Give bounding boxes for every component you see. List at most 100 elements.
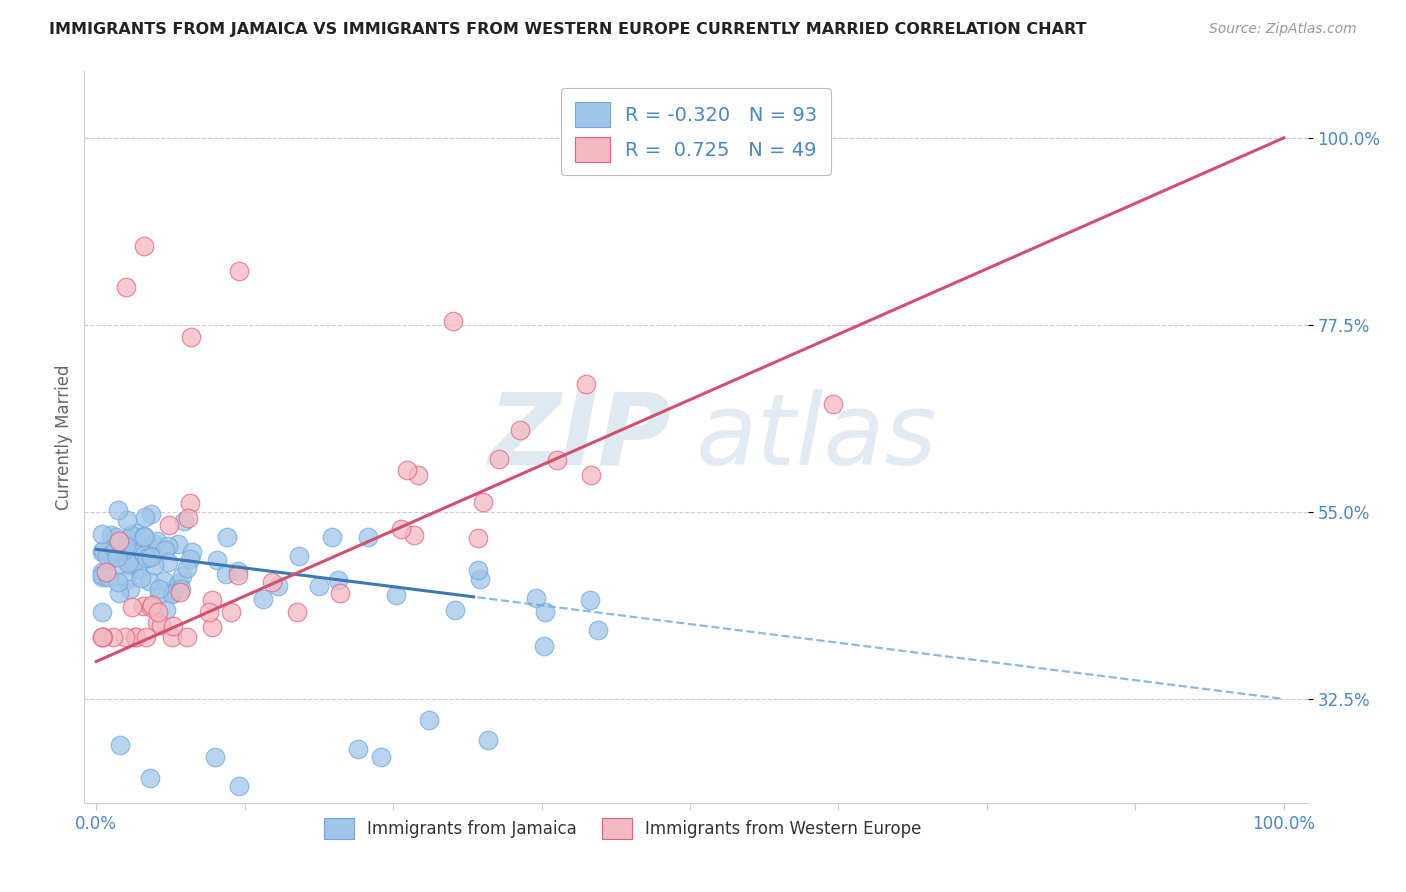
- Point: [120, 528, 142, 542]
- Point: [139, 549, 162, 563]
- Point: [357, 530, 380, 544]
- Point: [267, 579, 290, 593]
- Point: [207, 553, 229, 567]
- Point: [180, 330, 202, 344]
- Point: [169, 585, 191, 599]
- Point: [101, 630, 124, 644]
- Legend: Immigrants from Jamaica, Immigrants from Western Europe: Immigrants from Jamaica, Immigrants from…: [316, 811, 928, 846]
- Point: [326, 573, 349, 587]
- Point: [198, 605, 221, 619]
- Point: [260, 574, 283, 589]
- Point: [162, 582, 184, 596]
- Point: [285, 605, 308, 619]
- Point: [160, 587, 183, 601]
- Point: [586, 624, 609, 638]
- Point: [167, 537, 190, 551]
- Point: [138, 771, 160, 785]
- Point: [114, 540, 136, 554]
- Point: [329, 585, 352, 599]
- Point: [471, 494, 494, 508]
- Point: [176, 630, 198, 644]
- Point: [112, 543, 135, 558]
- Point: [101, 551, 124, 566]
- Point: [125, 526, 148, 541]
- Point: [96, 549, 118, 563]
- Point: [108, 738, 131, 752]
- Text: atlas: atlas: [696, 389, 938, 485]
- Point: [145, 615, 167, 629]
- Point: [155, 543, 177, 558]
- Point: [134, 528, 156, 542]
- Point: [509, 423, 531, 437]
- Point: [821, 397, 844, 411]
- Point: [163, 584, 186, 599]
- Point: [180, 545, 202, 559]
- Point: [145, 534, 167, 549]
- Point: [114, 630, 136, 644]
- Point: [104, 530, 127, 544]
- Point: [91, 630, 114, 644]
- Point: [91, 567, 114, 582]
- Point: [546, 452, 568, 467]
- Point: [107, 502, 129, 516]
- Point: [148, 589, 170, 603]
- Point: [157, 518, 180, 533]
- Point: [467, 531, 489, 545]
- Point: [97, 570, 120, 584]
- Point: [215, 567, 238, 582]
- Point: [91, 630, 114, 644]
- Point: [389, 522, 412, 536]
- Point: [115, 574, 138, 588]
- Point: [226, 564, 249, 578]
- Point: [91, 565, 114, 579]
- Point: [129, 533, 152, 548]
- Point: [131, 571, 153, 585]
- Point: [91, 630, 114, 644]
- Text: Source: ZipAtlas.com: Source: ZipAtlas.com: [1209, 22, 1357, 37]
- Point: [107, 557, 129, 571]
- Point: [402, 528, 425, 542]
- Point: [149, 618, 172, 632]
- Point: [201, 620, 224, 634]
- Point: [581, 467, 603, 482]
- Point: [138, 574, 160, 588]
- Point: [108, 534, 131, 549]
- Point: [94, 565, 117, 579]
- Point: [179, 551, 201, 566]
- Point: [477, 733, 499, 747]
- Point: [160, 630, 183, 644]
- Point: [136, 551, 159, 566]
- Point: [93, 542, 115, 557]
- Point: [117, 513, 139, 527]
- Point: [228, 779, 250, 793]
- Point: [219, 605, 242, 619]
- Point: [179, 496, 201, 510]
- Point: [444, 603, 467, 617]
- Point: [308, 579, 330, 593]
- Point: [125, 630, 148, 644]
- Point: [132, 239, 155, 253]
- Point: [125, 547, 148, 561]
- Point: [100, 528, 122, 542]
- Point: [91, 544, 114, 558]
- Point: [124, 630, 146, 644]
- Point: [441, 314, 464, 328]
- Point: [117, 556, 139, 570]
- Point: [148, 605, 170, 619]
- Point: [120, 582, 142, 596]
- Point: [226, 568, 249, 582]
- Point: [131, 599, 153, 613]
- Point: [215, 530, 238, 544]
- Point: [103, 542, 125, 557]
- Point: [152, 574, 174, 588]
- Point: [173, 514, 195, 528]
- Point: [121, 600, 143, 615]
- Point: [156, 555, 179, 569]
- Point: [201, 592, 224, 607]
- Point: [385, 588, 408, 602]
- Point: [141, 600, 163, 615]
- Point: [127, 562, 149, 576]
- Point: [408, 467, 430, 482]
- Point: [575, 377, 598, 392]
- Point: [162, 619, 184, 633]
